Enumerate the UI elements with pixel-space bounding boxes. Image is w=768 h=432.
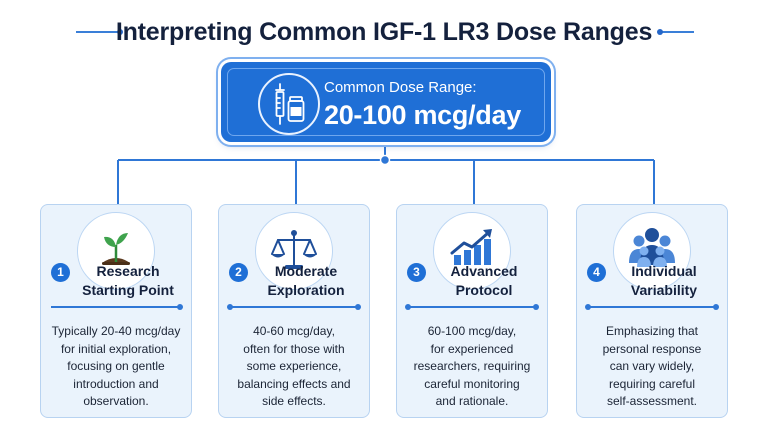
title-decoration-right [657,29,694,35]
people-group-icon [613,212,691,290]
growth-chart-icon [433,212,511,290]
dose-range-banner: Common Dose Range: 20-100 mcg/day [221,62,551,142]
card-description: 40-60 mcg/day, often for those with some… [237,324,351,408]
step-number-badge: 3 [407,263,426,282]
seedling-icon [77,212,155,290]
card-description: Typically 20-40 mcg/day for initial expl… [51,324,181,408]
step-number-badge: 1 [51,263,70,282]
step-number-badge: 4 [587,263,606,282]
card-title: Advanced Protocol [450,263,518,298]
syringe-vial-icon [258,73,320,135]
card-divider [405,304,539,310]
card-title: Research Starting Point [82,263,174,298]
card-description: 60-100 mcg/day, for experienced research… [413,324,531,408]
dose-range-value: 20-100 mcg/day [324,100,521,130]
page-title: Interpreting Common IGF-1 LR3 Dose Range… [115,18,653,46]
step-number-badge: 2 [229,263,248,282]
balance-scale-icon [255,212,333,290]
card-title: Moderate Exploration [267,263,345,298]
title-decoration-left [76,29,123,35]
card-description: Emphasizing that personal response can v… [602,324,702,408]
card-divider [227,304,361,310]
card-divider [51,304,183,310]
dose-range-label: Common Dose Range: [324,79,477,96]
card-title: Individual Variability [630,263,698,298]
title-row: Interpreting Common IGF-1 LR3 Dose Range… [0,14,768,50]
card-divider [585,304,719,310]
card-individual-variability: 4 Individual Variability Emphasizing tha… [576,204,728,418]
card-advanced-protocol: 3 Advanced Protocol 60-100 mcg/day, for … [396,204,548,418]
card-research-starting-point: 1 Research Starting Point Typically 20-4… [40,204,192,418]
connector-junction [379,154,391,166]
card-moderate-exploration: 2 Moderate Exploration 40-60 mcg/day, of… [218,204,370,418]
